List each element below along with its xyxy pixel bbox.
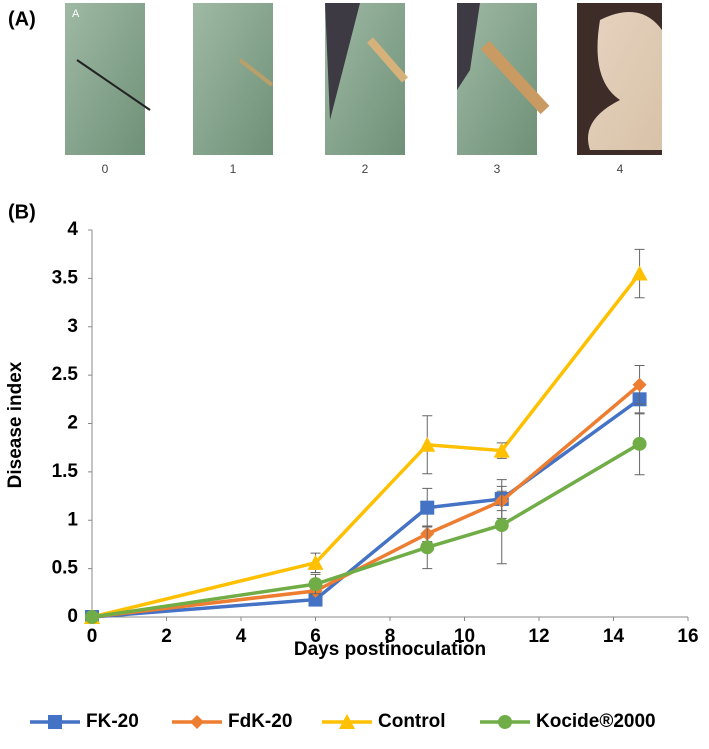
scale-label: 2 [362, 162, 369, 176]
marker [85, 610, 99, 624]
y-tick-label: 2 [67, 413, 78, 434]
marker [420, 540, 435, 555]
marker [632, 436, 647, 451]
y-tick-label: 3 [67, 316, 78, 337]
series-line [91, 442, 641, 619]
photo-corner-label: A [72, 8, 80, 20]
x-tick-label: 2 [161, 626, 172, 647]
x-tick-label: 10 [454, 626, 475, 647]
scale-label: 0 [102, 162, 109, 176]
scale-labels: 0 1 2 3 4 [102, 162, 624, 176]
series [85, 412, 647, 624]
series [85, 384, 647, 624]
x-tick-label: 14 [603, 626, 625, 647]
y-tick-label: 4 [67, 219, 78, 240]
y-tick-label: 1 [67, 509, 78, 530]
leaf-lesion [366, 37, 409, 83]
legend-marker [190, 715, 204, 729]
scale-label: 1 [230, 162, 237, 176]
dead-leaf [588, 12, 662, 150]
legend-marker [339, 714, 355, 729]
panel-label: (B) [8, 201, 36, 223]
legend-marker [48, 715, 62, 729]
marker [493, 442, 510, 458]
x-tick-label: 0 [87, 626, 98, 647]
marker [632, 377, 647, 392]
x-tick-label: 8 [385, 626, 396, 647]
leaf-lesion [238, 58, 274, 87]
x-tick-label: 16 [677, 626, 698, 647]
marker [307, 554, 324, 570]
y-tick-label: 2.5 [52, 364, 79, 385]
leaf-photos: A [65, 3, 662, 155]
marker [420, 500, 435, 515]
scale-label: 3 [494, 162, 501, 176]
scale-label: 4 [617, 162, 624, 176]
x-tick-label: 4 [236, 626, 247, 647]
leaf-lesion [480, 40, 550, 115]
legend-label: Kocide®2000 [536, 711, 656, 732]
marker [631, 265, 648, 281]
series [85, 364, 647, 624]
marker [419, 436, 436, 452]
marker [494, 518, 509, 533]
legend-marker [498, 715, 512, 729]
y-tick-label: 1.5 [52, 461, 79, 482]
legend-label: Control [378, 711, 446, 732]
panel-label: (A) [8, 8, 36, 30]
y-tick-label: 0.5 [52, 558, 79, 579]
leaf-photo [193, 3, 273, 155]
x-axis-title: Days postinoculation [294, 639, 486, 660]
y-axis-title: Disease index [5, 361, 26, 488]
legend-label: FdK-20 [228, 711, 292, 732]
marker [308, 577, 323, 592]
series-line [91, 383, 641, 619]
photo-background [457, 3, 480, 90]
x-tick-label: 6 [310, 626, 321, 647]
x-tick-label: 12 [528, 626, 549, 647]
marker [308, 592, 323, 607]
photo-background [325, 3, 360, 120]
leaf-cut [76, 59, 151, 111]
legend-label: FK-20 [86, 711, 139, 732]
y-tick-label: 0 [67, 606, 78, 627]
y-tick-label: 3.5 [52, 267, 79, 288]
